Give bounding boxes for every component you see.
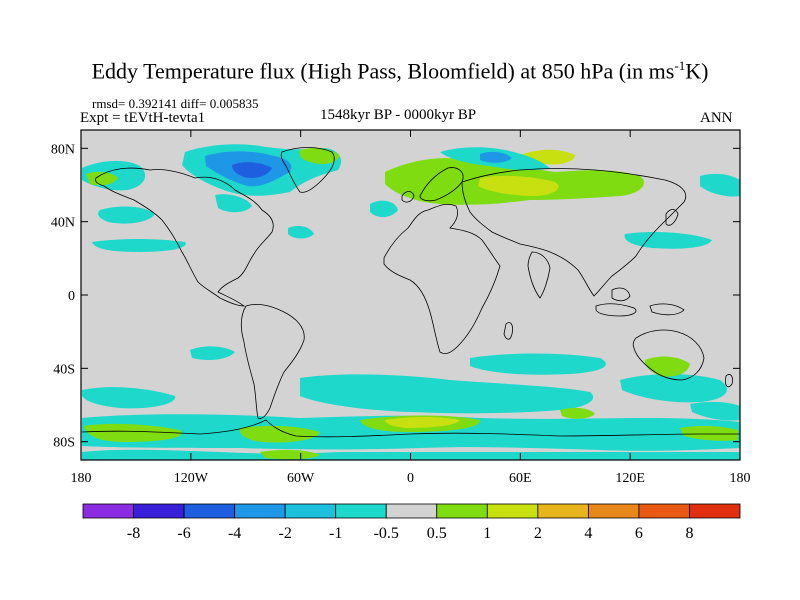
lat-tick-label: 80S <box>53 436 75 451</box>
anomaly-patch <box>299 148 340 164</box>
latitude-axis: 80N 40N 0 40S 80S <box>51 142 740 451</box>
anomaly-patch <box>680 425 738 441</box>
anomaly-patch <box>82 414 740 451</box>
anomaly-patch <box>260 449 320 460</box>
anomaly-patch <box>82 387 176 409</box>
coastline-india <box>527 251 551 299</box>
anomaly-patch <box>470 353 606 375</box>
colorbar-label: -2 <box>278 525 291 542</box>
colorbar-swatch <box>284 503 337 519</box>
lon-tick-label: 120W <box>174 471 209 486</box>
colorbar-swatch <box>234 503 286 519</box>
anomaly-patch <box>92 239 186 252</box>
colorbar-label: -4 <box>228 525 241 542</box>
lat-tick-label: 80N <box>51 142 75 157</box>
lon-tick-label: 0 <box>407 471 414 486</box>
colorbar-swatch <box>385 503 438 519</box>
colorbar-swatch <box>638 503 690 519</box>
lat-tick-label: 40S <box>53 362 75 377</box>
period-label: 1548kyr BP - 0000kyr BP <box>320 107 477 123</box>
colorbar-label: 1 <box>483 525 491 542</box>
lon-tick-label: 180 <box>71 471 92 486</box>
anomaly-patch <box>385 417 460 428</box>
anomaly-patch <box>288 226 314 239</box>
season-label: ANN <box>700 110 733 126</box>
anomaly-patch <box>620 374 728 403</box>
coastline-north-america <box>95 167 274 307</box>
anomaly-patch <box>480 151 512 163</box>
coastline-britain <box>401 191 415 203</box>
colorbar-swatch <box>436 503 488 519</box>
anomaly-patch <box>215 194 252 213</box>
coastline-new-zealand <box>725 374 733 388</box>
colorbar-swatch <box>587 503 640 519</box>
colorbar-label: 4 <box>584 525 592 542</box>
anomaly-patch <box>86 171 118 186</box>
lon-tick-label: 180 <box>730 471 751 486</box>
stats-text: rmsd= 0.392141 diff= 0.005835 <box>92 96 259 111</box>
colorbar-label: 2 <box>534 525 542 542</box>
anomaly-patch <box>560 407 595 419</box>
colorbar-swatch <box>133 503 185 519</box>
colorbar-label: 6 <box>635 525 643 542</box>
anomaly-patch <box>190 346 235 360</box>
lat-tick-label: 40N <box>51 216 75 231</box>
colorbar-swatch <box>335 503 387 519</box>
anomaly-patch <box>98 206 155 224</box>
colorbar-label: -6 <box>177 525 190 542</box>
colorbar-swatch <box>537 503 589 519</box>
anomaly-patch <box>690 401 740 421</box>
colorbar-label: -0.5 <box>374 525 399 542</box>
colorbar-swatch <box>689 503 741 519</box>
colorbar: -8 -6 -4 -2 -1 -0.5 0.5 1 2 4 6 8 <box>82 503 741 542</box>
anomaly-patch <box>232 162 272 178</box>
anomaly-patch <box>84 423 182 442</box>
coastline-australia <box>632 329 705 381</box>
anomaly-patch <box>370 200 398 218</box>
colorbar-label: 0.5 <box>427 525 447 542</box>
colorbar-label: -8 <box>127 525 140 542</box>
colorbar-label: 8 <box>685 525 693 542</box>
coastline-japan <box>665 209 679 226</box>
anomaly-patch <box>478 175 559 196</box>
coastline-europe-africa <box>383 203 501 354</box>
coastline-madagascar <box>503 322 513 340</box>
plot-title: Eddy Temperature flux (High Pass, Bloomf… <box>91 58 709 84</box>
coastline-new-guinea <box>649 303 685 316</box>
anomaly-patch <box>644 356 690 377</box>
anomaly-fields <box>82 144 740 460</box>
coastline-greenland <box>280 147 335 193</box>
lon-tick-label: 60W <box>287 471 315 486</box>
coastline-borneo <box>611 287 631 302</box>
lat-tick-label: 0 <box>68 289 75 304</box>
coastline-south-america <box>240 304 305 419</box>
lon-tick-label: 60E <box>509 471 532 486</box>
anomaly-patch <box>300 374 594 414</box>
colorbar-swatch <box>486 503 539 519</box>
longitude-axis: 180 120W 60W 0 60E 120E 180 <box>71 130 751 486</box>
colorbar-label: -1 <box>329 525 342 542</box>
colorbar-swatch <box>183 503 236 519</box>
coastlines <box>81 147 740 438</box>
anomaly-patch <box>239 425 320 443</box>
colorbar-swatch <box>82 503 134 519</box>
anomaly-patch <box>700 173 740 197</box>
coastline-antarctica <box>81 419 740 438</box>
coastline-indonesia <box>595 303 637 317</box>
coastline-asia <box>461 168 687 297</box>
anomaly-patch <box>624 232 712 249</box>
lon-tick-label: 120E <box>615 471 645 486</box>
experiment-label: Expt = tEVtH-tevta1 <box>80 110 206 126</box>
